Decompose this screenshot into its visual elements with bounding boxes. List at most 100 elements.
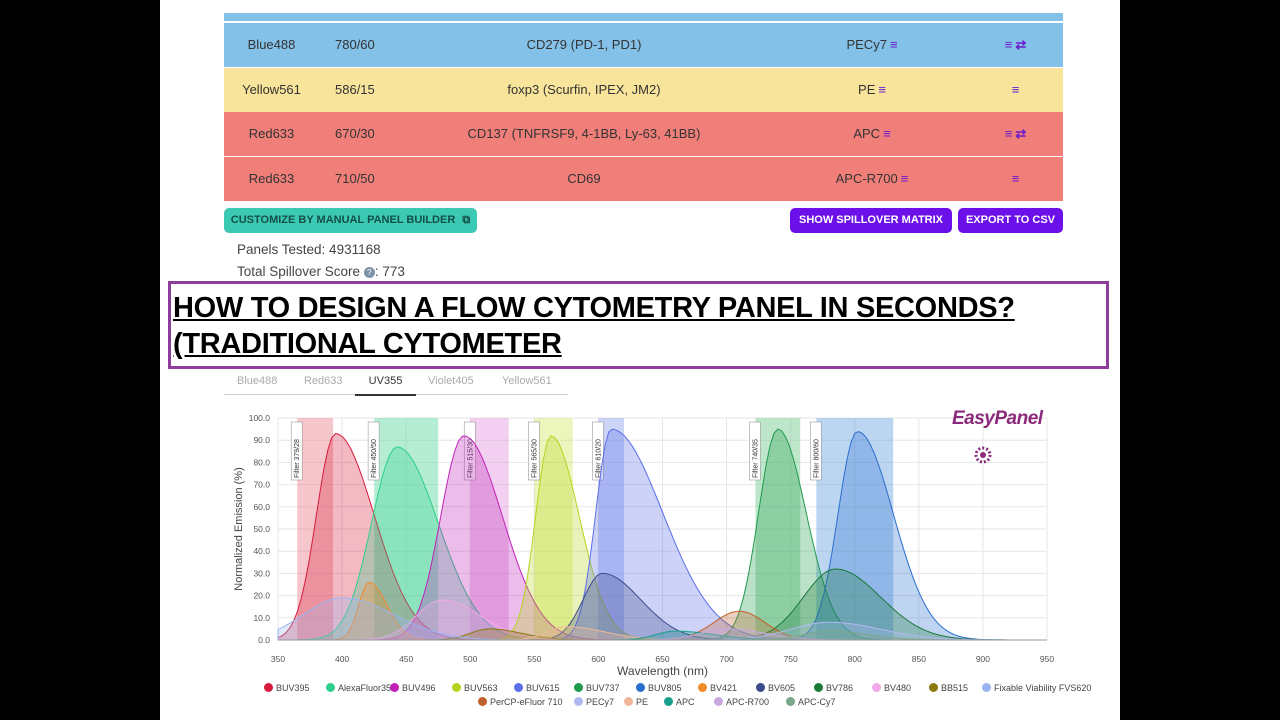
- legend-swatch: [478, 697, 487, 706]
- video-title-overlay: HOW TO DESIGN A FLOW CYTOMETRY PANEL IN …: [168, 281, 1109, 369]
- filter-band: [816, 418, 894, 640]
- y-tick-label: 80.0: [253, 457, 270, 467]
- filter-label-box: [463, 421, 476, 481]
- table-top-edge: [224, 13, 1063, 21]
- list-icon[interactable]: ≡: [900, 171, 909, 186]
- list-icon[interactable]: ≡: [1004, 37, 1013, 52]
- x-tick-label: 450: [399, 654, 413, 664]
- legend-label: PECy7: [586, 697, 615, 707]
- legend-label: BUV615: [526, 683, 560, 693]
- legend-label: BV605: [768, 683, 796, 693]
- x-tick-label: 900: [976, 654, 990, 664]
- marker-cell: CD279 (PD-1, PD1): [526, 37, 642, 52]
- spillover-value: : 773: [374, 264, 405, 279]
- legend-item[interactable]: BUV805: [636, 683, 682, 693]
- x-tick-label: 400: [335, 654, 349, 664]
- y-tick-label: 20.0: [253, 591, 270, 601]
- legend-item[interactable]: BB515: [929, 683, 968, 693]
- legend-swatch: [574, 697, 583, 706]
- y-tick-label: 0.0: [258, 635, 270, 645]
- table-row: Blue488 780/60 CD279 (PD-1, PD1) PECy7 ≡ …: [224, 23, 1063, 67]
- total-spillover-score: Total Spillover Score ?: 773: [237, 264, 405, 279]
- marker-cell: CD137 (TNFRSF9, 4-1BB, Ly-63, 41BB): [467, 126, 701, 141]
- filter-label-box: [528, 421, 540, 481]
- legend-item[interactable]: BV786: [814, 683, 853, 693]
- tab-yellow561[interactable]: Yellow561: [502, 375, 552, 387]
- legend-item[interactable]: APC: [664, 697, 695, 707]
- legend-label: AlexaFluor350: [338, 683, 397, 693]
- marker-cell: CD69: [567, 171, 601, 186]
- table-row: Red633 710/50 CD69 APC-R700 ≡ ≡: [224, 157, 1063, 201]
- fluor-name: PE: [858, 82, 876, 97]
- swap-icon[interactable]: ⇄: [1015, 126, 1027, 141]
- list-icon[interactable]: ≡: [1004, 126, 1013, 141]
- tab-red633[interactable]: Red633: [304, 375, 343, 387]
- legend-label: BUV563: [464, 683, 498, 693]
- legend-item[interactable]: Fixable Viability FVS620: [982, 683, 1091, 693]
- legend-item[interactable]: BUV737: [574, 683, 620, 693]
- title-line-2: (TRADITIONAL CYTOMETER: [173, 328, 562, 360]
- legend-item[interactable]: BUV563: [452, 683, 498, 693]
- x-tick-label: 750: [784, 654, 798, 664]
- filter-band: [470, 418, 509, 640]
- legend-item[interactable]: PerCP-eFluor 710: [478, 697, 563, 707]
- legend-item[interactable]: BUV496: [390, 683, 436, 693]
- tab-violet405[interactable]: Violet405: [428, 375, 474, 387]
- legend-item[interactable]: BUV615: [514, 683, 560, 693]
- fluor-cell: APC-R700 ≡: [772, 171, 972, 186]
- legend-label: PerCP-eFluor 710: [490, 697, 563, 707]
- filter-label-box: [290, 421, 303, 481]
- laser-cell: Yellow561: [242, 82, 301, 97]
- tab-blue488[interactable]: Blue488: [237, 375, 278, 387]
- tab-uv355[interactable]: UV355: [355, 370, 416, 396]
- legend-item[interactable]: PECy7: [574, 697, 614, 707]
- legend-label: APC-Cy7: [798, 697, 836, 707]
- legend-item[interactable]: BV421: [698, 683, 737, 693]
- filter-band: [374, 418, 439, 640]
- legend-item[interactable]: APC-R700: [714, 697, 769, 707]
- legend-swatch: [872, 683, 881, 692]
- actions-cell: ≡ ⇄: [984, 126, 1044, 142]
- legend-swatch: [929, 683, 938, 692]
- y-tick-label: 100.0: [249, 413, 271, 423]
- laser-cell: Red633: [248, 126, 295, 141]
- export-csv-button[interactable]: EXPORT TO CSV: [958, 208, 1063, 233]
- legend-item[interactable]: BV605: [756, 683, 795, 693]
- filter-label-box: [749, 421, 761, 481]
- legend-label: APC-R700: [726, 697, 770, 707]
- x-tick-label: 600: [591, 654, 605, 664]
- legend-item[interactable]: AlexaFluor350: [326, 683, 396, 693]
- legend-swatch: [514, 683, 523, 692]
- list-icon[interactable]: ≡: [878, 82, 886, 97]
- help-icon[interactable]: ?: [363, 267, 375, 278]
- fluor-name: APC-R700: [835, 171, 898, 186]
- list-icon[interactable]: ≡: [889, 37, 898, 52]
- legend-swatch: [326, 683, 335, 692]
- legend-label: APC: [676, 697, 695, 707]
- list-icon[interactable]: ≡: [883, 126, 891, 141]
- title-line-1: HOW TO DESIGN A FLOW CYTOMETRY PANEL IN …: [173, 292, 1015, 324]
- table-row: Red633 670/30 CD137 (TNFRSF9, 4-1BB, Ly-…: [224, 112, 1063, 156]
- panels-tested: Panels Tested: 4931168: [237, 242, 381, 257]
- legend-item[interactable]: BUV395: [264, 683, 310, 693]
- legend-swatch: [624, 697, 633, 706]
- x-axis-label: Wavelength (nm): [617, 664, 708, 678]
- x-tick-label: 500: [463, 654, 477, 664]
- list-icon[interactable]: ≡: [1011, 82, 1020, 97]
- legend-swatch: [814, 683, 823, 692]
- show-spillover-matrix-button[interactable]: SHOW SPILLOVER MATRIX: [790, 208, 952, 233]
- legend-label: Fixable Viability FVS620: [994, 683, 1092, 693]
- legend-swatch: [698, 683, 707, 692]
- swap-icon[interactable]: ⇄: [1015, 37, 1027, 52]
- x-tick-label: 350: [271, 654, 285, 664]
- customize-panel-builder-button[interactable]: CUSTOMIZE BY MANUAL PANEL BUILDER ⧉: [224, 208, 477, 233]
- legend-item[interactable]: PE: [624, 697, 648, 707]
- legend-swatch: [664, 697, 673, 706]
- legend-item[interactable]: APC-Cy7: [786, 697, 836, 707]
- external-link-icon: ⧉: [462, 214, 471, 226]
- legend-item[interactable]: BV480: [872, 683, 911, 693]
- legend-label: PE: [636, 697, 649, 707]
- legend-label: BUV805: [648, 683, 682, 693]
- legend-swatch: [574, 683, 583, 692]
- list-icon[interactable]: ≡: [1011, 171, 1020, 186]
